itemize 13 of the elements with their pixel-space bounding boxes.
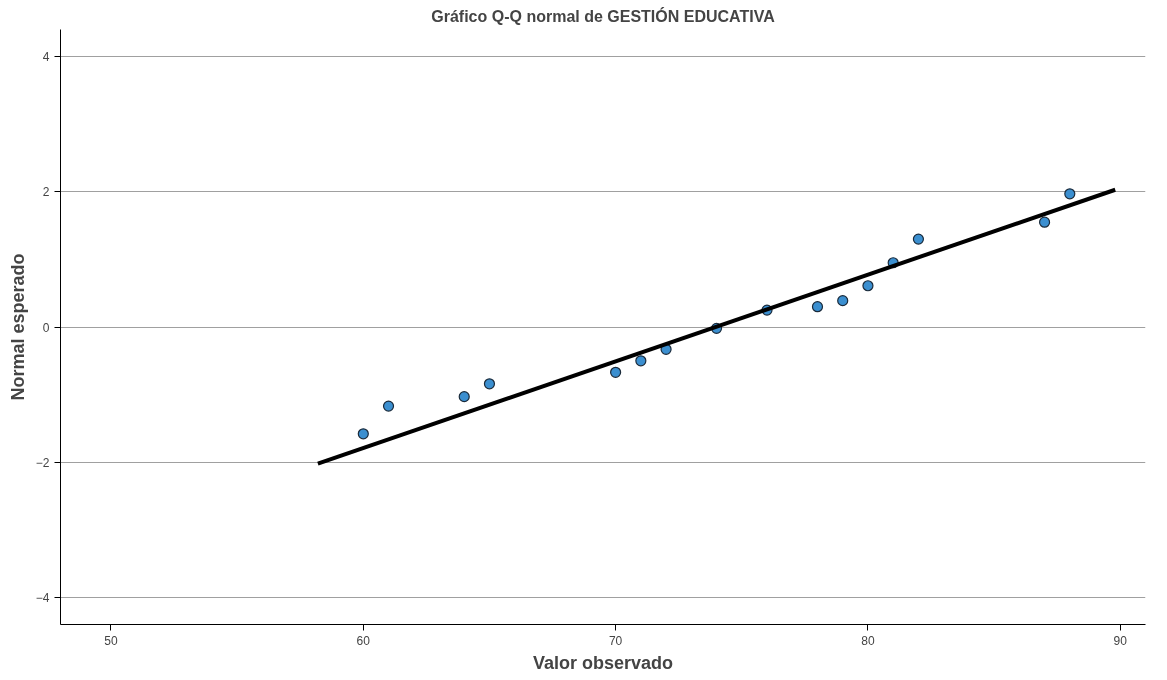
y-tick-label: −4: [35, 590, 50, 605]
y-axis-title: Normal esperado: [7, 253, 28, 401]
x-axis-title: Valor observado: [532, 652, 674, 673]
y-tick-label: −2: [35, 455, 50, 470]
x-tick-label: 60: [356, 633, 371, 648]
y-tick-label: 4: [42, 50, 50, 65]
x-tick-label: 50: [104, 633, 118, 648]
x-tick-label: 90: [1113, 633, 1128, 648]
x-tick-label: 70: [608, 633, 623, 648]
y-tick-label: 2: [42, 185, 50, 200]
chart-title: Gráfico Q-Q normal de GESTIÓN EDUCATIVA: [431, 6, 776, 25]
y-tick-label: 0: [42, 320, 50, 335]
x-tick-label: 80: [861, 633, 875, 648]
